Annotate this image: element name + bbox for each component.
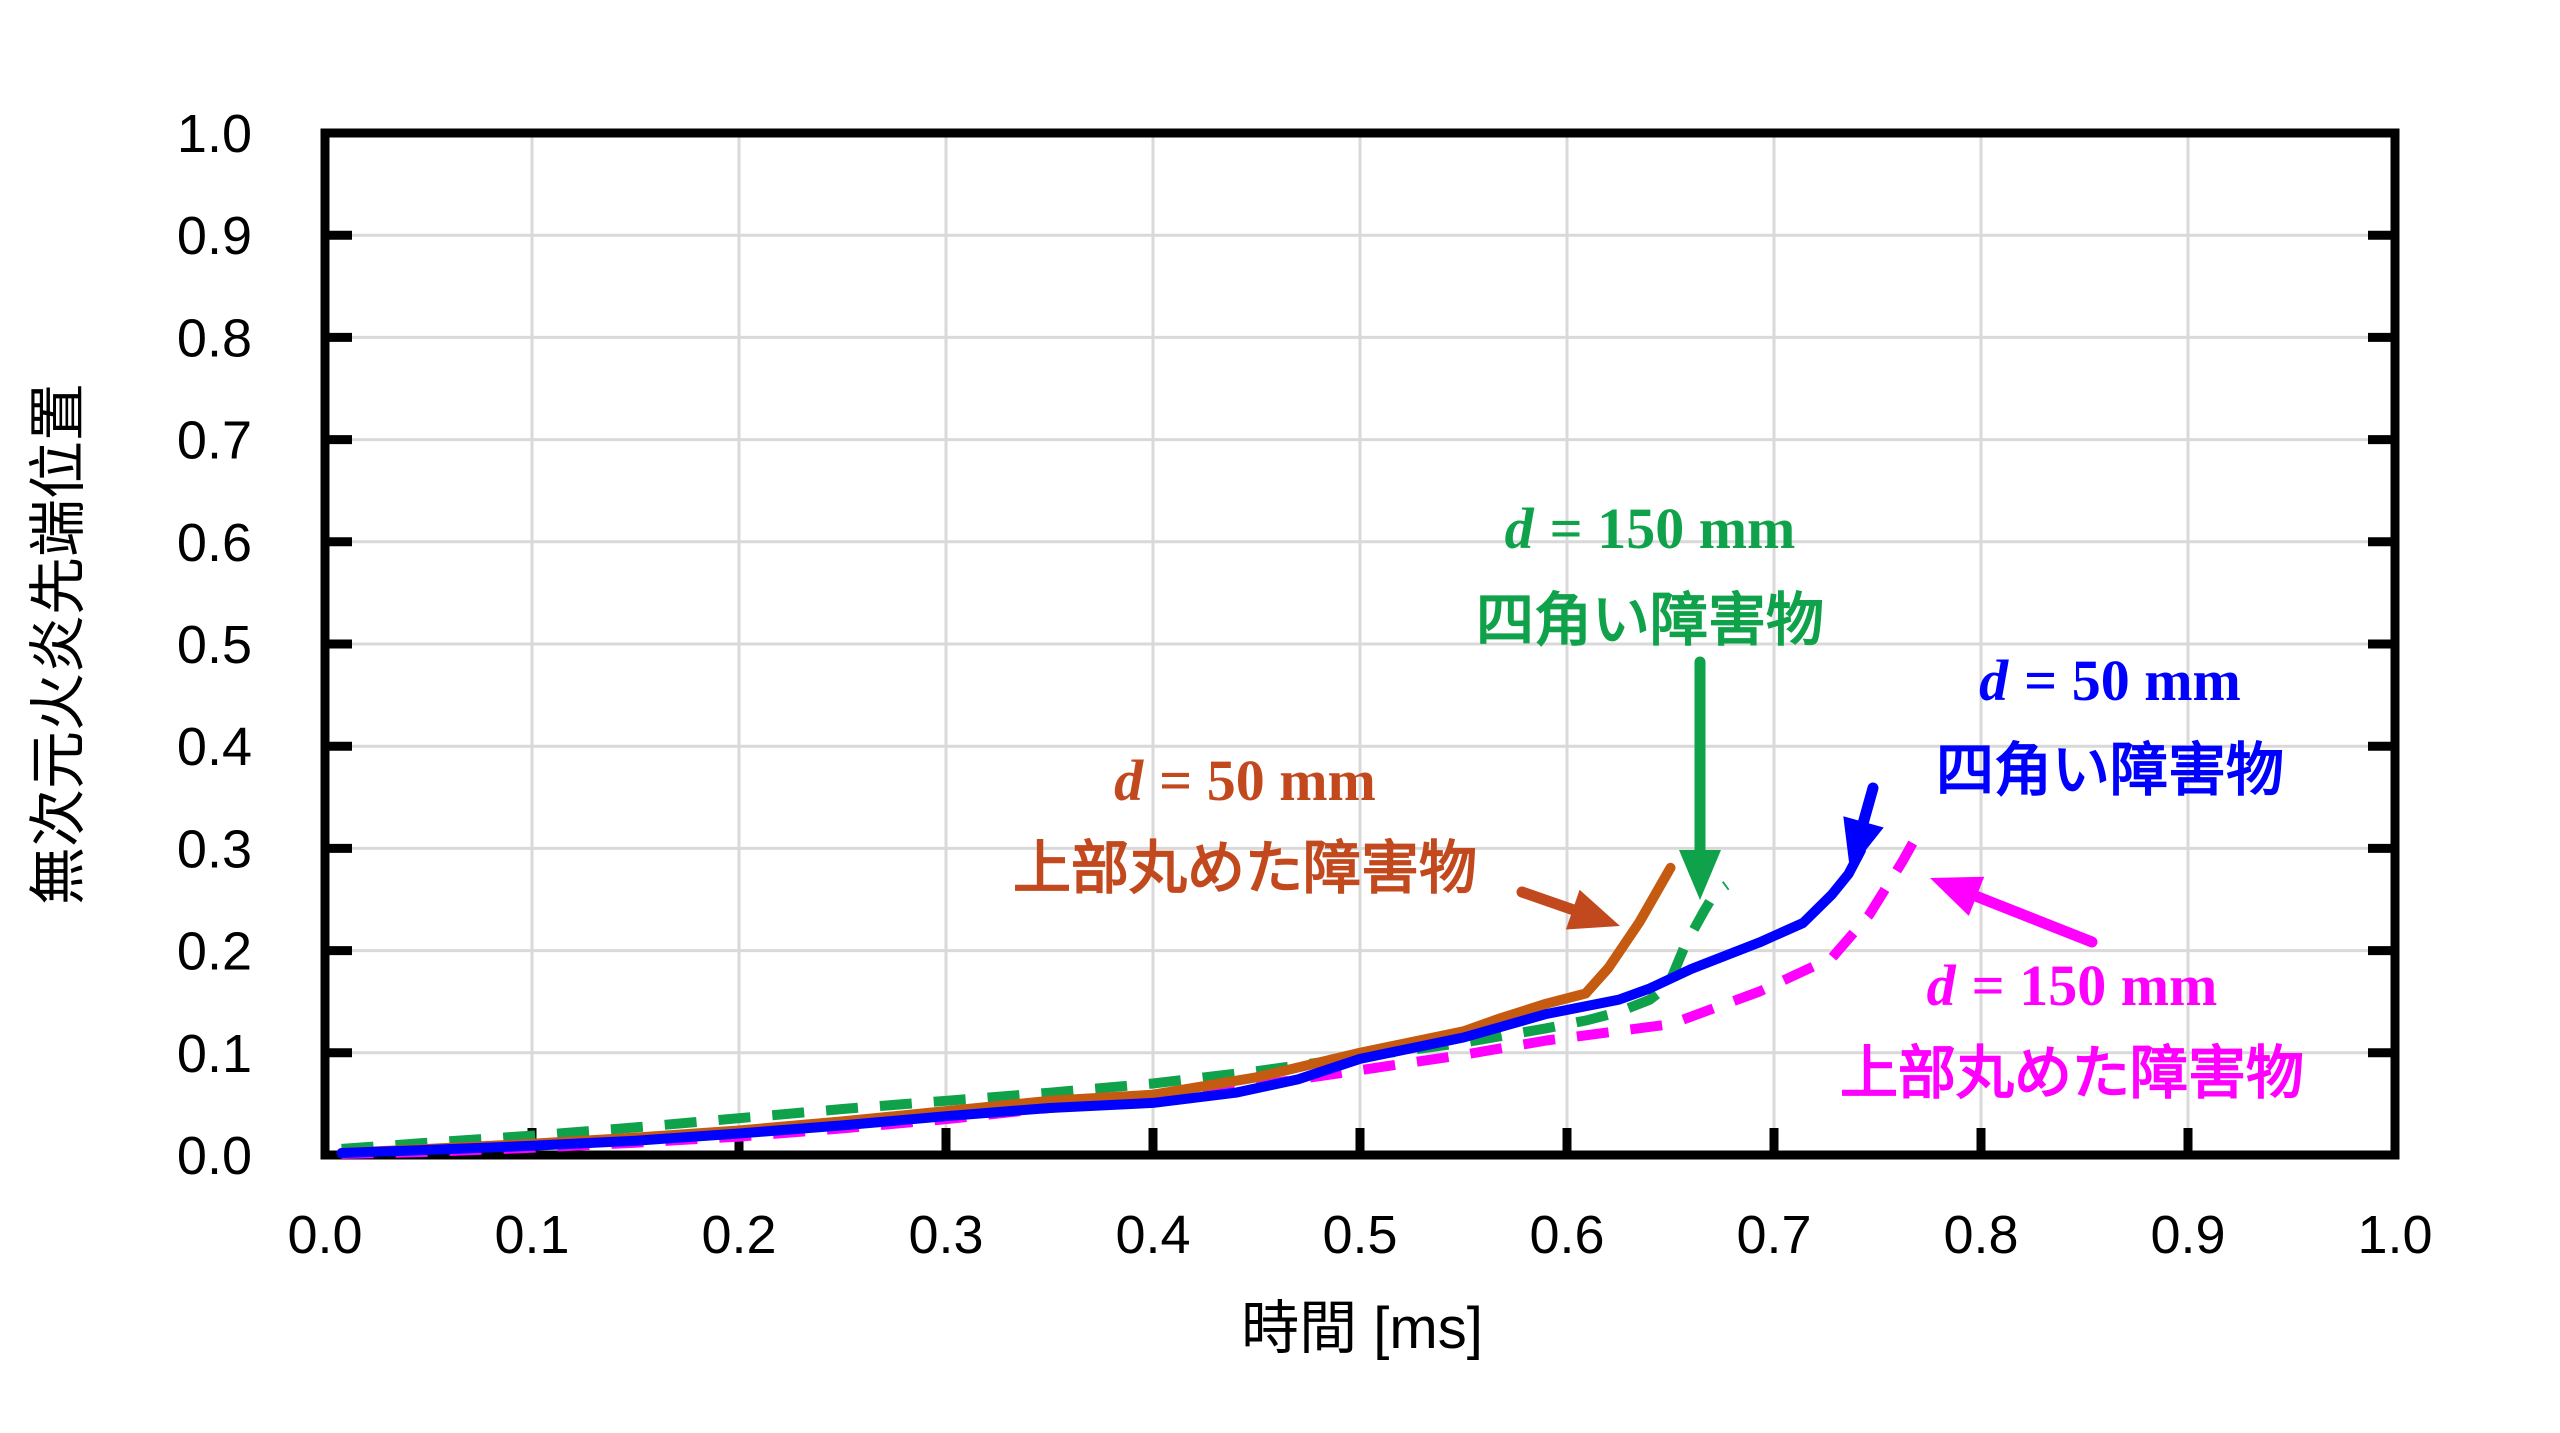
y-tick-label: 0.9 [177,206,252,266]
data-series-curves [336,829,1924,1159]
x-tick-label: 0.3 [908,1205,983,1265]
d50-rounded-label-arrowhead [1565,889,1620,930]
y-axis-title: 無次元火炎先端位置 [26,383,91,905]
x-tick-label: 0.1 [494,1205,569,1265]
y-tick-label: 0.0 [177,1126,252,1186]
y-tick-label: 0.3 [177,819,252,879]
d150-square-label: d = 150 mm 四角い障害物 [1476,496,1824,900]
d150-square-label-line2: 四角い障害物 [1476,588,1824,653]
d150-rounded-label: d = 150 mm 上部丸めた障害物 [1840,876,2304,1106]
y-tick-label: 0.7 [177,411,252,471]
d50-square-label: d = 50 mm 四角い障害物 [1843,648,2284,870]
y-tick-label: 0.6 [177,513,252,573]
x-tick-label: 0.6 [1529,1205,1604,1265]
tick-labels: 0.0 0.1 0.2 0.3 0.4 0.5 0.6 0.7 0.8 0.9 1.0 0.0 0.1 0… [177,104,2433,1265]
gridlines [325,133,2395,1155]
d50-square-label-line2: 四角い障害物 [1936,738,2284,803]
x-tick-label: 0.4 [1115,1205,1190,1265]
d50-square-label-arrowhead [1843,816,1884,870]
y-tick-label: 0.1 [177,1024,252,1084]
x-tick-label: 0.7 [1736,1205,1811,1265]
plot-frame [320,128,2400,1160]
d50-rounded-label-line2: 上部丸めた障害物 [1013,836,1477,901]
y-tick-label: 1.0 [177,104,252,164]
x-tick-label: 1.0 [2357,1205,2432,1265]
x-tick-label: 0.5 [1322,1205,1397,1265]
y-tick-label: 0.2 [177,922,252,982]
d150-rounded-label-line2: 上部丸めた障害物 [1840,1041,2304,1106]
d50-rounded-label-line1: d = 50 mm [1114,748,1376,813]
d150-rounded-label-line1: d = 150 mm [1927,953,2218,1018]
x-tick-label: 0.9 [2150,1205,2225,1265]
d150-rounded-label-arrowhead [1930,876,1985,916]
y-tick-label: 0.4 [177,717,252,777]
x-tick-label: 0.2 [701,1205,776,1265]
x-axis-title: 時間 [ms] [1241,1296,1483,1361]
d50-square-label-line1: d = 50 mm [1979,648,2241,713]
curve-d150-square [341,881,1730,1154]
x-tick-label: 0.0 [287,1205,362,1265]
curve-d50-square [336,845,1866,1158]
y-tick-label: 0.8 [177,308,252,368]
d50-rounded-label: d = 50 mm 上部丸めた障害物 [1013,748,1620,930]
series-annotations: d = 150 mm 四角い障害物 d = 50 mm 四角い障害物 d = 50 mm 上部丸… [1013,496,2304,1106]
y-tick-label: 0.5 [177,615,252,675]
axis-ticks [325,230,2395,1155]
d150-rounded-label-arrow-shaft [1954,884,2098,948]
d150-square-label-line1: d = 150 mm [1505,496,1796,561]
x-tick-label: 0.8 [1943,1205,2018,1265]
d150-square-label-arrowhead [1679,850,1721,900]
plot-border [320,128,2400,1160]
